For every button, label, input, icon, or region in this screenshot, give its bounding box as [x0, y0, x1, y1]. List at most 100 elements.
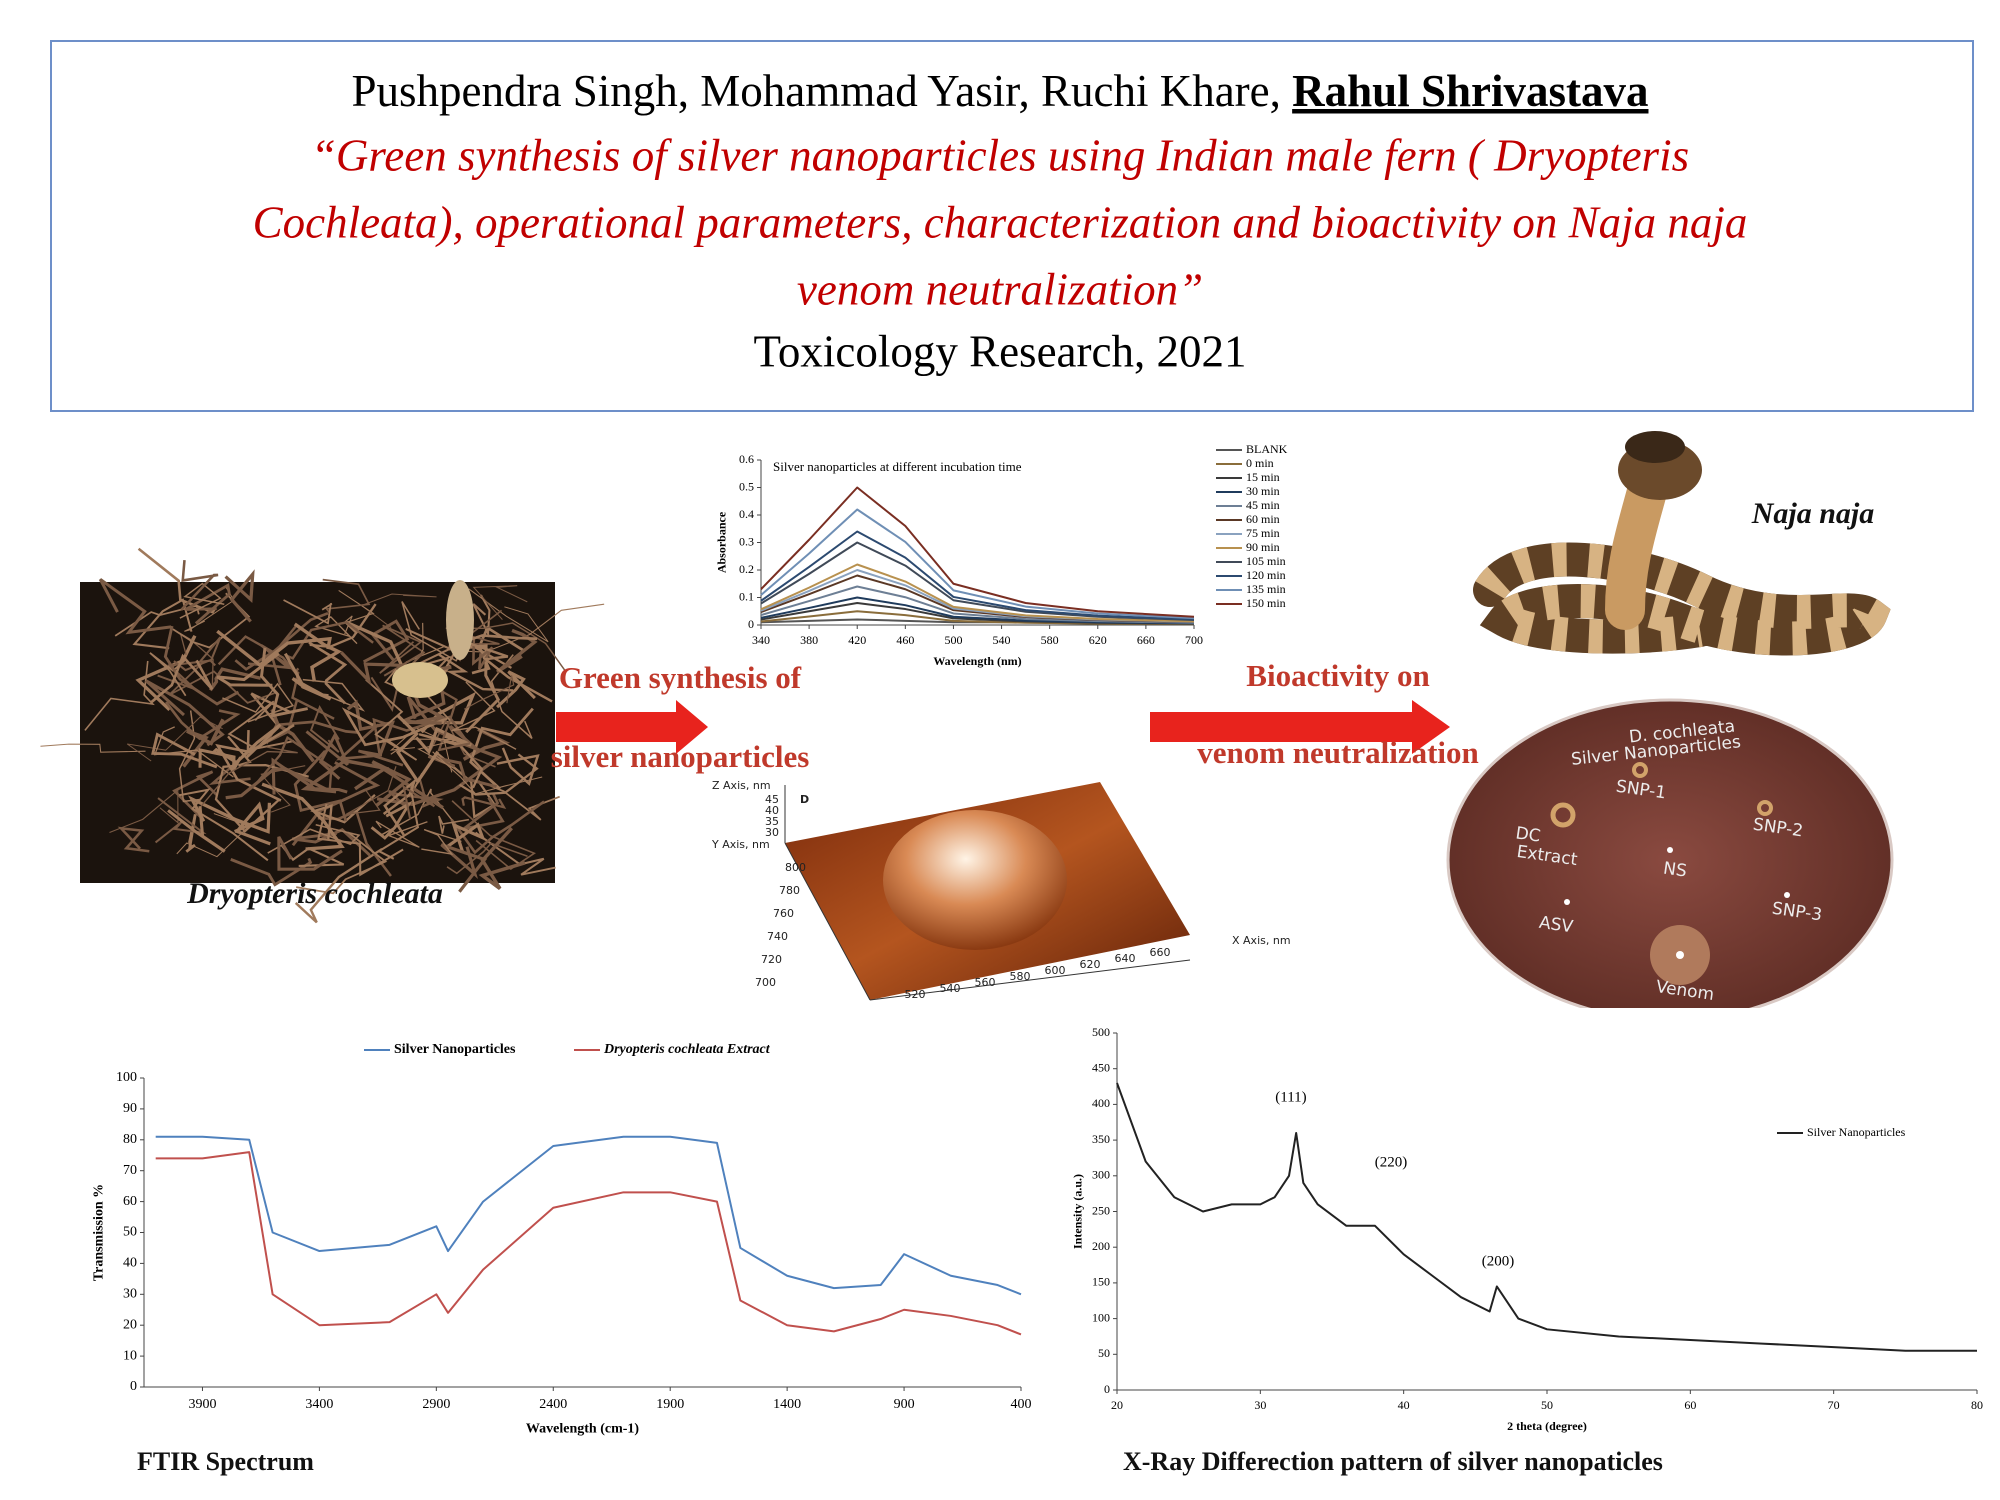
afm-tick: 580 [1010, 970, 1031, 983]
root [402, 776, 436, 820]
y-tick-label: 450 [1092, 1060, 1110, 1074]
root [308, 641, 348, 705]
series-line [1116, 1082, 1977, 1352]
root [285, 621, 374, 660]
root [283, 652, 332, 701]
legend-label: 90 min [1246, 540, 1280, 554]
afm-tick: 640 [1115, 952, 1136, 965]
afm-image [784, 782, 1191, 1001]
series-line [760, 486, 1195, 618]
root [335, 723, 404, 767]
root [135, 634, 197, 712]
chart-caption: X-Ray Differection pattern of silver nan… [1123, 1447, 1663, 1476]
root [291, 761, 381, 847]
root [292, 827, 371, 857]
root [462, 640, 553, 703]
legend-label: Silver Nanoparticles [1807, 1125, 1906, 1139]
root [151, 732, 218, 769]
root [227, 700, 295, 750]
arrow [556, 700, 708, 754]
y-tick-label: 0.3 [739, 534, 754, 548]
root [382, 777, 418, 836]
root [267, 823, 361, 854]
title-line: “Green synthesis of silver nanoparticles… [311, 130, 1689, 180]
x-tick-label: 30 [1254, 1398, 1266, 1412]
y-tick-label: 60 [123, 1194, 137, 1209]
petri-label: DC [1514, 823, 1542, 846]
y-tick-label: 250 [1092, 1203, 1110, 1217]
root [468, 588, 549, 643]
legend-label: 150 min [1246, 596, 1286, 610]
y-tick-label: 10 [123, 1348, 137, 1363]
root [293, 622, 343, 682]
x-tick-label: 3900 [188, 1397, 216, 1412]
y-tick-label: 0.5 [739, 479, 754, 493]
root [182, 718, 225, 768]
afm-tick: 660 [1150, 946, 1171, 959]
root [475, 831, 556, 876]
root [379, 624, 423, 674]
root [277, 836, 343, 871]
header-box [50, 40, 1974, 412]
root [222, 682, 295, 723]
y-tick-label: 100 [1092, 1310, 1110, 1324]
root [173, 636, 222, 672]
afm-tick: 600 [1045, 964, 1066, 977]
y-tick-label: 150 [1092, 1275, 1110, 1289]
series-line [760, 596, 1195, 625]
legend-label: 75 min [1246, 526, 1280, 540]
legend-label: BLANK [1246, 442, 1288, 456]
root [84, 660, 155, 731]
arrow [1150, 700, 1450, 754]
afm-tick: 720 [761, 953, 782, 966]
root [225, 767, 331, 800]
x-tick-label: 3400 [305, 1397, 333, 1412]
authors: Pushpendra Singh, Mohammad Yasir, Ruchi … [352, 66, 1649, 116]
root [395, 714, 440, 785]
fern-caption: Dryopteris cochleata [186, 877, 443, 910]
root [436, 752, 497, 819]
afm-tick: 40 [765, 804, 779, 817]
petri-dish [1430, 698, 1910, 1028]
snake-photo [1473, 431, 1891, 656]
root [117, 826, 150, 853]
x-tick-label: 900 [894, 1397, 915, 1412]
y-tick-label: 0.1 [739, 589, 754, 603]
y-tick-label: 400 [1092, 1096, 1110, 1110]
y-tick-label: 0 [1104, 1382, 1110, 1396]
x-tick-label: 700 [1185, 633, 1203, 647]
root [293, 749, 348, 822]
x-tick-label: 70 [1828, 1398, 1840, 1412]
root [317, 803, 404, 877]
y-tick-label: 300 [1092, 1168, 1110, 1182]
root [346, 766, 397, 815]
petri-label: NS [1662, 858, 1688, 881]
x-tick-label: 580 [1041, 633, 1059, 647]
tuber [392, 662, 448, 698]
legend-label: 15 min [1246, 470, 1280, 484]
afm-tick: 800 [785, 861, 806, 874]
root [376, 773, 424, 860]
root [224, 569, 255, 623]
root [496, 670, 536, 709]
y-tick-label: 0.4 [739, 507, 754, 521]
y-tick-label: 50 [123, 1225, 137, 1240]
y-tick-label: 100 [116, 1070, 137, 1085]
annotation: (200) [1482, 1253, 1515, 1269]
y-axis-label: Transmission % [91, 1184, 106, 1281]
afm-tick: 520 [905, 988, 926, 1001]
axis-label: Z Axis, nm [712, 779, 771, 792]
title-line: Cochleata), operational parameters, char… [253, 197, 1748, 247]
root [445, 822, 486, 853]
root [459, 753, 539, 796]
y-tick-label: 50 [1098, 1346, 1110, 1360]
afm-tick: 540 [940, 982, 961, 995]
root [322, 578, 371, 614]
root [163, 625, 240, 706]
afm-tick: 30 [765, 826, 779, 839]
root [346, 699, 396, 757]
root [438, 815, 470, 834]
root [414, 726, 472, 755]
root [247, 644, 293, 686]
